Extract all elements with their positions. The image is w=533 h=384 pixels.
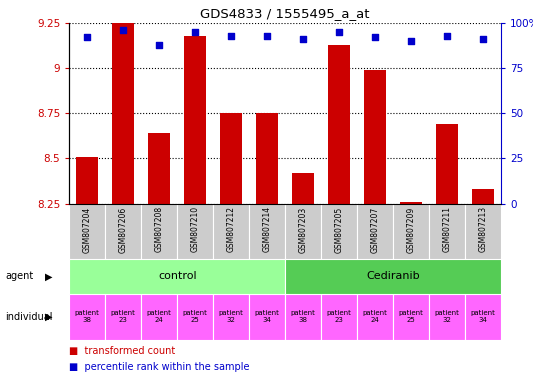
Bar	[429, 204, 465, 259]
Bar	[436, 124, 458, 204]
Bar	[285, 259, 501, 294]
Bar	[213, 204, 249, 259]
Bar	[465, 204, 501, 259]
Bar	[321, 204, 357, 259]
Bar	[364, 70, 386, 204]
Bar	[393, 294, 429, 340]
Bar	[213, 294, 249, 340]
Point	[263, 33, 271, 39]
Bar	[177, 204, 213, 259]
Text: patient
32: patient 32	[219, 310, 244, 323]
Bar	[69, 294, 106, 340]
Text: GSM807211: GSM807211	[442, 206, 451, 252]
Text: GSM807209: GSM807209	[407, 206, 416, 253]
Text: ▶: ▶	[45, 312, 53, 322]
Title: GDS4833 / 1555495_a_at: GDS4833 / 1555495_a_at	[200, 7, 370, 20]
Bar	[285, 294, 321, 340]
Text: agent: agent	[5, 271, 34, 281]
Point	[191, 29, 199, 35]
Bar	[106, 294, 141, 340]
Bar	[177, 294, 213, 340]
Text: GSM807210: GSM807210	[191, 206, 200, 252]
Bar	[328, 45, 350, 204]
Bar	[249, 204, 285, 259]
Text: Cediranib: Cediranib	[366, 271, 420, 281]
Point	[479, 36, 487, 42]
Text: GSM807206: GSM807206	[119, 206, 128, 253]
Bar	[357, 204, 393, 259]
Text: GSM807205: GSM807205	[335, 206, 344, 253]
Bar	[77, 157, 98, 204]
Text: patient
38: patient 38	[290, 310, 316, 323]
Text: patient
23: patient 23	[327, 310, 352, 323]
Bar	[472, 189, 494, 204]
Text: patient
25: patient 25	[183, 310, 208, 323]
Point	[227, 33, 236, 39]
Bar	[393, 204, 429, 259]
Bar	[112, 23, 134, 204]
Point	[371, 35, 379, 41]
Bar	[357, 294, 393, 340]
Bar	[249, 294, 285, 340]
Point	[299, 36, 308, 42]
Point	[407, 38, 415, 44]
Bar	[69, 204, 106, 259]
Text: GSM807213: GSM807213	[479, 206, 488, 252]
Point	[335, 29, 343, 35]
Text: patient
24: patient 24	[362, 310, 387, 323]
Text: ■  percentile rank within the sample: ■ percentile rank within the sample	[69, 362, 250, 372]
Text: patient
25: patient 25	[399, 310, 424, 323]
Point	[119, 27, 127, 33]
Text: patient
32: patient 32	[434, 310, 459, 323]
Bar	[429, 294, 465, 340]
Text: GSM807207: GSM807207	[370, 206, 379, 253]
Text: GSM807203: GSM807203	[298, 206, 308, 253]
Text: patient
24: patient 24	[147, 310, 172, 323]
Text: patient
23: patient 23	[111, 310, 136, 323]
Text: GSM807214: GSM807214	[263, 206, 272, 252]
Bar	[148, 133, 170, 204]
Text: ▶: ▶	[45, 271, 53, 281]
Point	[83, 35, 92, 41]
Bar	[321, 294, 357, 340]
Text: ■  transformed count: ■ transformed count	[69, 346, 175, 356]
Bar	[285, 204, 321, 259]
Bar	[256, 113, 278, 204]
Text: GSM807208: GSM807208	[155, 206, 164, 252]
Bar	[141, 294, 177, 340]
Text: GSM807212: GSM807212	[227, 206, 236, 252]
Bar	[220, 113, 242, 204]
Text: patient
38: patient 38	[75, 310, 100, 323]
Bar	[465, 294, 501, 340]
Bar	[292, 173, 314, 204]
Bar	[400, 202, 422, 204]
Text: patient
34: patient 34	[471, 310, 496, 323]
Text: control: control	[158, 271, 197, 281]
Point	[443, 33, 451, 39]
Bar	[141, 204, 177, 259]
Text: patient
34: patient 34	[255, 310, 280, 323]
Text: GSM807204: GSM807204	[83, 206, 92, 253]
Bar	[106, 204, 141, 259]
Bar	[184, 36, 206, 204]
Point	[155, 41, 164, 48]
Bar	[69, 259, 285, 294]
Text: individual: individual	[5, 312, 53, 322]
